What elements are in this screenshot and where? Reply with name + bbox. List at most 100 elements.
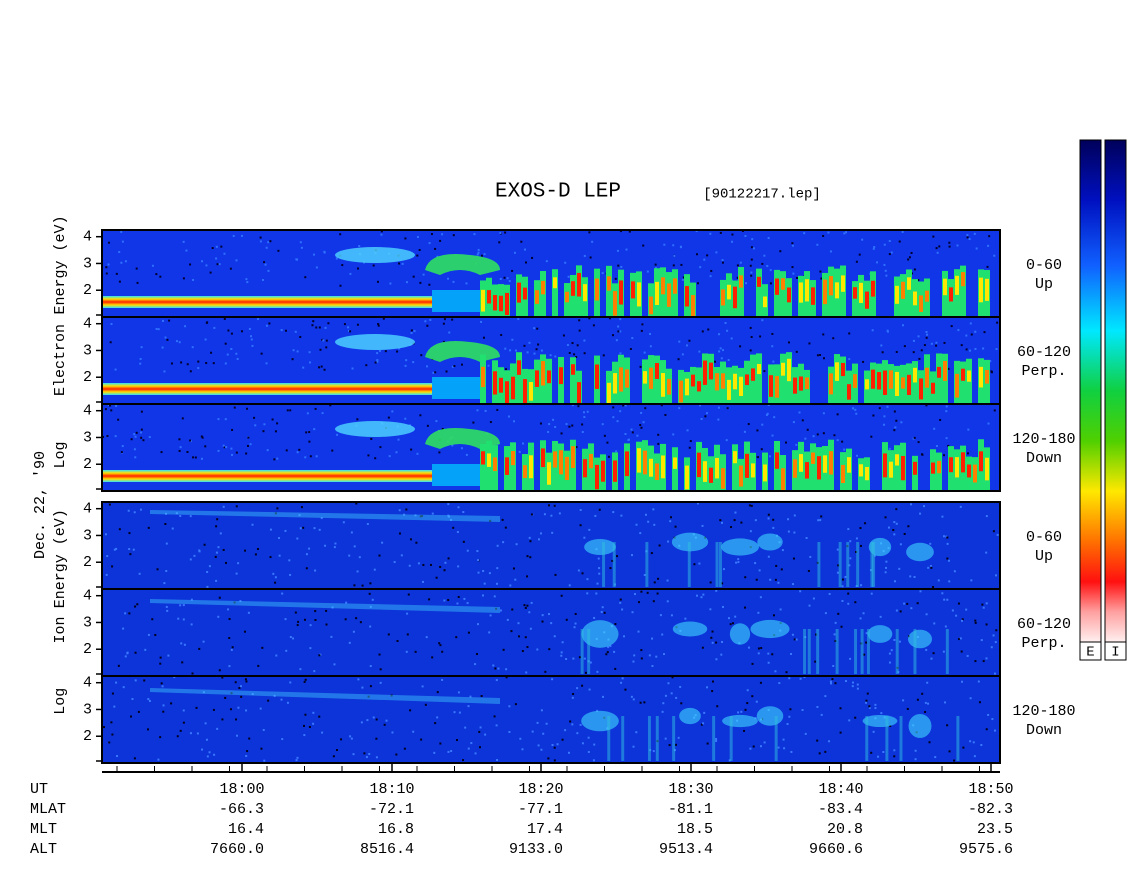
noise: [772, 526, 775, 529]
burst-core: [733, 451, 737, 464]
noise: [606, 651, 609, 654]
noise: [130, 715, 133, 718]
noise: [886, 330, 889, 333]
noise: [994, 574, 997, 577]
ion-spike: [872, 542, 876, 587]
noise: [616, 420, 619, 423]
noise: [893, 755, 896, 758]
noise: [366, 523, 369, 526]
noise: [531, 256, 534, 259]
burst-core: [595, 278, 599, 301]
noise: [576, 344, 579, 347]
noise: [267, 699, 270, 702]
noise: [746, 689, 749, 692]
noise: [744, 606, 747, 609]
noise: [933, 427, 936, 430]
burst-core: [505, 292, 509, 316]
burst-core: [949, 287, 953, 302]
noise: [856, 683, 859, 686]
noise: [108, 503, 111, 506]
noise: [864, 522, 867, 525]
noise: [212, 708, 215, 711]
noise: [155, 273, 158, 276]
noise: [239, 685, 242, 688]
noise: [719, 231, 722, 234]
burst-core: [811, 452, 815, 464]
noise: [398, 347, 401, 350]
noise: [709, 232, 712, 235]
noise: [854, 716, 857, 719]
noise: [567, 275, 570, 278]
noise: [791, 242, 794, 245]
noise: [410, 332, 413, 335]
noise: [545, 260, 548, 263]
noise: [184, 325, 187, 328]
noise: [763, 254, 766, 257]
noise: [508, 280, 511, 283]
noise: [792, 557, 795, 560]
noise: [434, 371, 437, 374]
noise: [297, 620, 300, 623]
noise: [763, 370, 766, 373]
noise: [109, 341, 112, 344]
noise: [593, 616, 596, 619]
burst-core: [589, 453, 593, 469]
noise: [703, 258, 706, 261]
green-arc: [425, 254, 500, 275]
noise: [233, 406, 236, 409]
noise: [253, 416, 256, 419]
noise: [568, 584, 571, 587]
noise: [318, 715, 321, 718]
burst: [570, 274, 576, 317]
noise: [619, 352, 622, 355]
y-tick-label: 4: [83, 501, 92, 518]
noise: [614, 277, 617, 280]
noise: [217, 615, 220, 618]
burst-core: [685, 465, 689, 490]
burst-core: [763, 464, 767, 482]
noise: [477, 248, 480, 251]
noise: [578, 319, 581, 322]
noise: [943, 341, 946, 344]
ion-spike: [866, 629, 870, 674]
noise: [648, 654, 651, 657]
noise: [102, 435, 105, 438]
noise: [836, 413, 839, 416]
noise: [578, 329, 581, 332]
noise: [105, 272, 108, 275]
noise: [249, 443, 252, 446]
noise: [269, 528, 272, 531]
noise: [594, 514, 597, 517]
noise: [903, 532, 906, 535]
streak: [150, 688, 500, 704]
burst-core: [649, 458, 653, 477]
x-cell: 16.4: [228, 821, 264, 838]
noise: [506, 277, 509, 280]
noise: [767, 513, 770, 516]
burst-core: [529, 381, 533, 401]
noise: [664, 737, 667, 740]
noise: [548, 648, 551, 651]
noise: [883, 415, 886, 418]
noise: [409, 538, 412, 541]
noise: [475, 653, 478, 656]
noise: [391, 410, 394, 413]
noise: [289, 573, 292, 576]
noise: [549, 354, 552, 357]
burst-core: [925, 290, 929, 302]
noise: [223, 317, 226, 320]
noise: [439, 644, 442, 647]
noise: [774, 670, 777, 673]
noise: [133, 511, 136, 514]
noise: [114, 368, 117, 371]
x-cell: 8516.4: [360, 841, 414, 858]
noise: [646, 591, 649, 594]
noise: [262, 728, 265, 731]
noise: [334, 542, 337, 545]
noise: [913, 436, 916, 439]
noise: [884, 571, 887, 574]
noise: [583, 254, 586, 257]
noise: [528, 341, 531, 344]
noise: [193, 554, 196, 557]
noise: [303, 618, 306, 621]
